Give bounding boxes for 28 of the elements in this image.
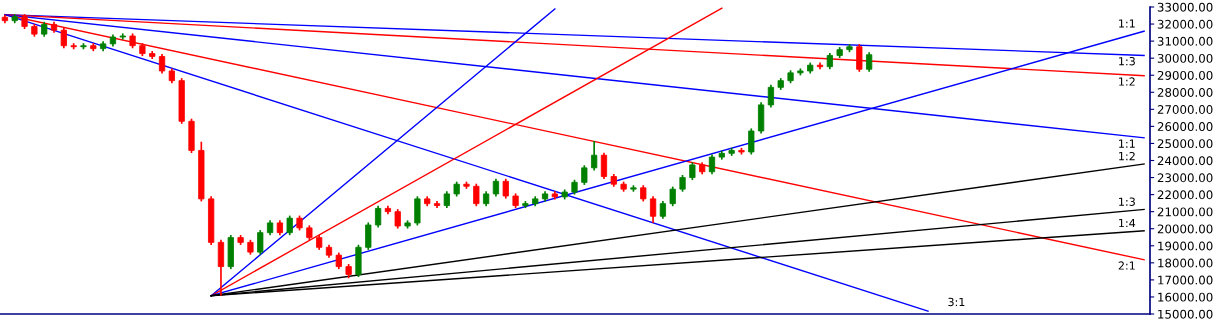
series-label: 1:2	[1119, 77, 1135, 86]
y-tick-label: 23000.00	[1157, 173, 1213, 183]
y-tick-label: 24000.00	[1157, 156, 1213, 166]
series-label: 2:1	[1118, 261, 1135, 270]
y-tick-label: 28000.00	[1157, 88, 1213, 97]
y-tick-label: 32000.00	[1157, 19, 1213, 29]
y-tick-label: 30000.00	[1157, 53, 1213, 63]
series-label: 1:3	[1119, 197, 1135, 206]
y-tick-label: 22000.00	[1157, 190, 1213, 200]
y-tick-label: 17000.00	[1158, 275, 1213, 285]
series-label: 3:1	[948, 297, 965, 307]
y-tick-label: 18000.00	[1158, 258, 1213, 268]
y-tick-label: 20000.00	[1157, 224, 1213, 234]
y-tick-label: 19000.00	[1158, 241, 1213, 251]
series-label: 1:3	[1119, 57, 1135, 66]
series-label: 1:1	[1119, 19, 1135, 28]
series-label: 1:1	[1119, 139, 1135, 148]
y-tick-label: 31000.00	[1157, 36, 1213, 46]
y-tick-label: 27000.00	[1157, 105, 1213, 114]
series-label: 1:2	[1119, 151, 1135, 161]
y-tick-label: 21000.00	[1157, 207, 1213, 217]
y-tick-label: 29000.00	[1157, 70, 1213, 80]
y-tick-label: 25000.00	[1157, 139, 1213, 149]
series-label: 1:4	[1119, 218, 1136, 228]
y-tick-label: 26000.00	[1157, 122, 1213, 132]
y-tick-label: 16000.00	[1158, 292, 1213, 302]
y-tick-label: 15000.00	[1158, 309, 1213, 319]
y-tick-label: 33000.00	[1157, 2, 1213, 12]
